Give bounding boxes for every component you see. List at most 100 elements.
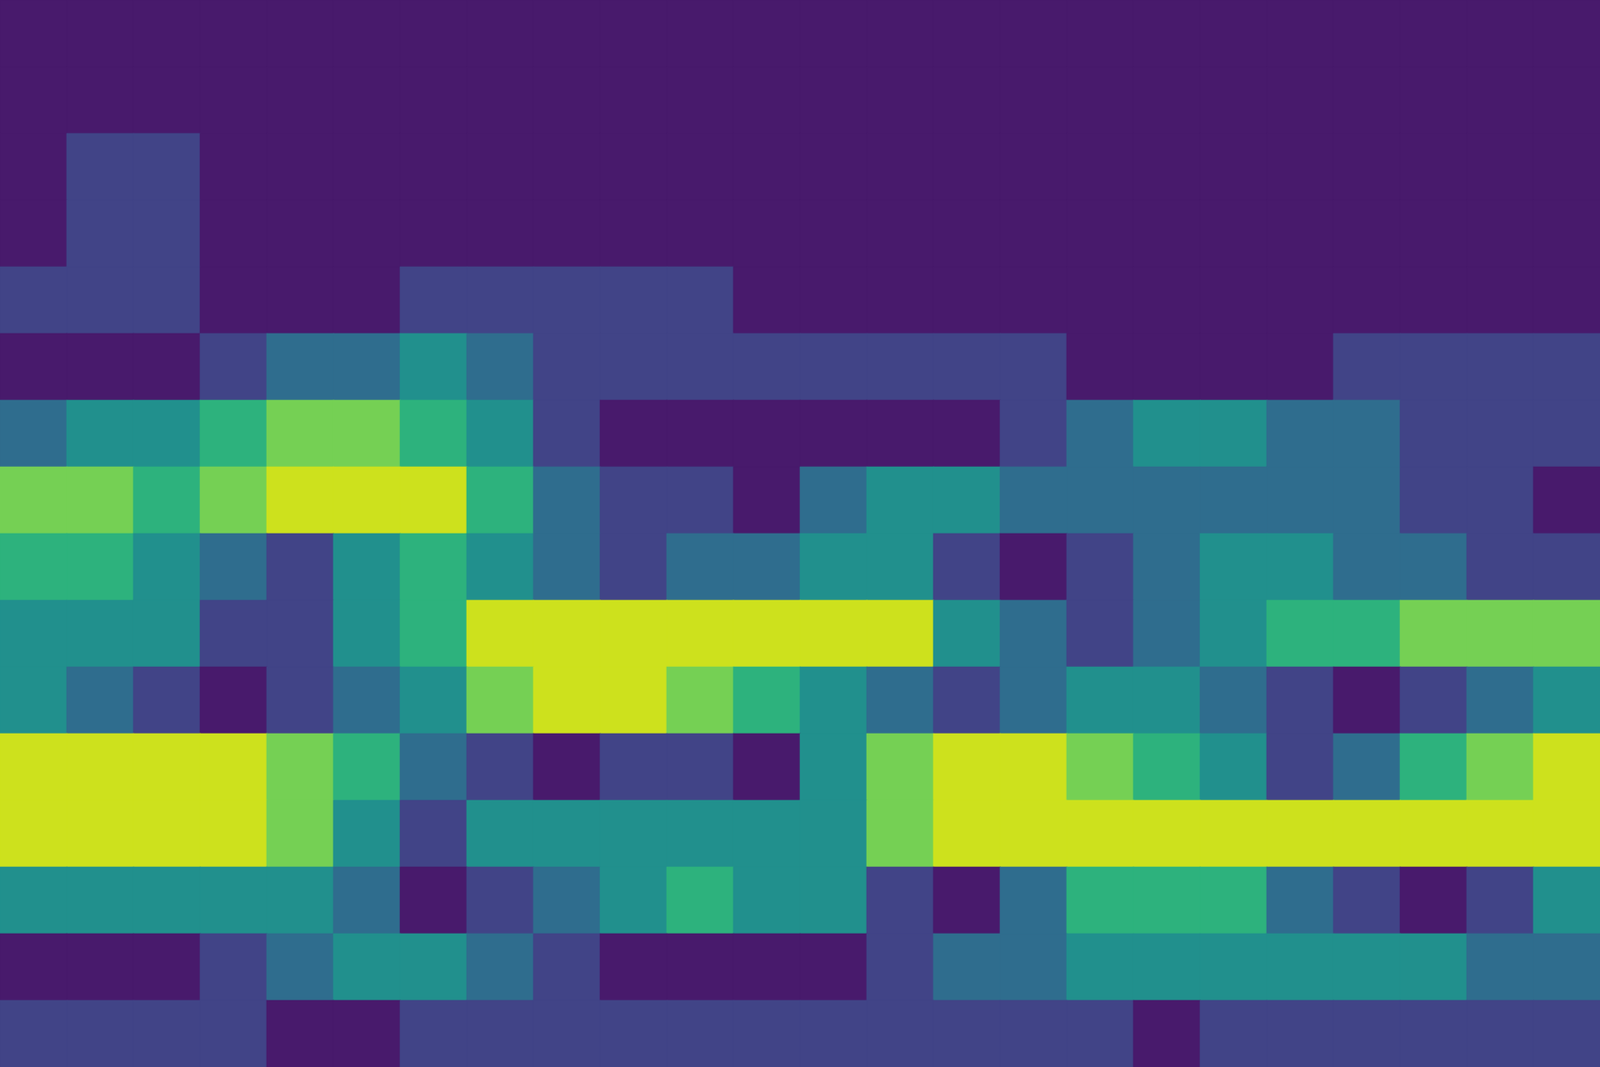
contour-cell xyxy=(1333,66,1401,135)
contour-cell xyxy=(733,600,801,668)
contour-cell xyxy=(866,933,935,1001)
contour-cell xyxy=(1466,933,1535,1001)
contour-cell xyxy=(1133,133,1201,201)
contour-cell xyxy=(1133,600,1201,668)
contour-cell xyxy=(1533,866,1600,935)
contour-cell xyxy=(866,133,935,201)
contour-cell xyxy=(66,466,135,535)
contour-cell xyxy=(333,66,401,135)
contour-cell xyxy=(466,466,535,535)
contour-cell xyxy=(1533,1000,1600,1067)
contour-cell xyxy=(1266,933,1335,1001)
contour-cell xyxy=(333,466,401,535)
contour-cell xyxy=(133,200,201,268)
contour-cell xyxy=(1200,666,1268,735)
contour-cell xyxy=(1466,866,1535,935)
contour-cell xyxy=(1133,66,1201,135)
contour-cell xyxy=(1000,666,1068,735)
contour-cell xyxy=(800,0,868,68)
contour-cell xyxy=(800,866,868,935)
contour-cell xyxy=(200,733,268,801)
contour-cell xyxy=(1400,933,1468,1001)
contour-cell xyxy=(1133,466,1201,535)
contour-cell xyxy=(533,400,601,468)
contour-cell xyxy=(1400,266,1468,335)
contour-cell xyxy=(1533,200,1600,268)
contour-cell xyxy=(933,133,1001,201)
contour-cell xyxy=(1133,200,1201,268)
contour-cell xyxy=(200,800,268,868)
contour-cell xyxy=(533,533,601,601)
contour-cell xyxy=(1000,333,1068,401)
contour-cell xyxy=(1066,133,1135,201)
contour-cell xyxy=(133,400,201,468)
contour-cell xyxy=(1266,466,1335,535)
contour-cell xyxy=(866,266,935,335)
contour-cell xyxy=(1066,666,1135,735)
contour-cell xyxy=(0,66,68,135)
contour-cell xyxy=(0,333,68,401)
contour-cell xyxy=(0,466,68,535)
contour-cell xyxy=(400,933,468,1001)
contour-cell xyxy=(1133,533,1201,601)
contour-cell xyxy=(1533,533,1600,601)
contour-cell xyxy=(133,0,201,68)
contour-cell xyxy=(933,66,1001,135)
contour-cell xyxy=(1400,866,1468,935)
contour-cell xyxy=(800,600,868,668)
contour-cell xyxy=(1066,0,1135,68)
contour-cell xyxy=(1066,400,1135,468)
contour-cell xyxy=(66,1000,135,1067)
contour-cell xyxy=(466,1000,535,1067)
contour-cell xyxy=(266,933,335,1001)
contour-cell xyxy=(266,1000,335,1067)
contour-cell xyxy=(933,266,1001,335)
contour-cell xyxy=(1000,533,1068,601)
contour-cell xyxy=(533,733,601,801)
contour-cell xyxy=(1000,400,1068,468)
contour-cell xyxy=(1466,666,1535,735)
contour-cell xyxy=(1000,933,1068,1001)
contour-cell xyxy=(266,333,335,401)
contour-cell xyxy=(1333,800,1401,868)
contour-cell xyxy=(1133,933,1201,1001)
contour-cell xyxy=(733,66,801,135)
contour-cell xyxy=(466,533,535,601)
contour-cell xyxy=(333,1000,401,1067)
contour-cell xyxy=(0,733,68,801)
contour-cell xyxy=(266,266,335,335)
contour-cell xyxy=(1133,400,1201,468)
contour-cell xyxy=(866,533,935,601)
contour-cell xyxy=(733,400,801,468)
contour-cell xyxy=(1066,800,1135,868)
contour-cell xyxy=(133,733,201,801)
contour-cell xyxy=(133,600,201,668)
contour-cell xyxy=(200,200,268,268)
contour-cell xyxy=(1533,666,1600,735)
contour-cell xyxy=(866,0,935,68)
contour-cell xyxy=(1000,200,1068,268)
contour-cell xyxy=(733,533,801,601)
contour-cell xyxy=(466,200,535,268)
contour-cell xyxy=(0,400,68,468)
contour-cell xyxy=(400,800,468,868)
contour-cell xyxy=(666,66,735,135)
contour-cell xyxy=(800,133,868,201)
contour-cell xyxy=(1333,666,1401,735)
contour-cell xyxy=(1466,66,1535,135)
contour-cell xyxy=(1466,533,1535,601)
contour-cell xyxy=(1000,466,1068,535)
contour-cell xyxy=(866,733,935,801)
contour-cell xyxy=(666,866,735,935)
contour-cell xyxy=(133,666,201,735)
contour-cell xyxy=(1333,533,1401,601)
contour-cell xyxy=(1400,466,1468,535)
contour-cell xyxy=(1266,1000,1335,1067)
contour-cell xyxy=(733,1000,801,1067)
contour-cell xyxy=(1533,333,1600,401)
contour-cell xyxy=(1133,866,1201,935)
contour-cell xyxy=(1133,333,1201,401)
contour-cell xyxy=(66,333,135,401)
contour-cell xyxy=(666,133,735,201)
contour-cell xyxy=(200,400,268,468)
